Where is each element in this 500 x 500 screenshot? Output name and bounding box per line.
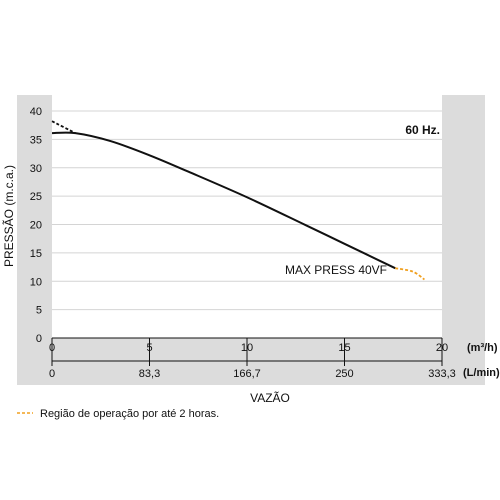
x-tick-label: 20 [436, 342, 448, 354]
frequency-label: 60 Hz. [405, 123, 440, 137]
x-tick-label: 5 [146, 342, 152, 354]
x-axis-ticks: 0 5 10 15 20 0 83,3 166,7 250 333,3 [49, 338, 456, 380]
y-tick-label: 5 [36, 305, 42, 317]
legend-text: Região de operação por até 2 horas. [40, 408, 219, 420]
y-tick-label: 35 [30, 134, 42, 146]
x-tick-label-secondary: 0 [49, 368, 55, 380]
pump-curve-line [51, 131, 396, 270]
series-label: MAX PRESS 40VF [285, 263, 387, 277]
y-tick-label: 0 [36, 333, 42, 345]
gridlines [52, 110, 442, 311]
y-tick-label: 20 [30, 220, 42, 232]
plot-area [52, 95, 442, 338]
x-axis-title: VAZÃO [250, 391, 290, 405]
x-tick-label: 15 [338, 342, 350, 354]
x-tick-label: 0 [49, 342, 55, 354]
y-axis-title: PRESSÃO (m.c.a.) [2, 165, 16, 267]
x-tick-label-secondary: 250 [335, 368, 353, 380]
y-tick-label: 25 [30, 191, 42, 203]
x-tick-label-secondary: 83,3 [139, 368, 160, 380]
x-tick-label: 10 [241, 342, 253, 354]
y-tick-label: 30 [30, 163, 42, 175]
x-unit-primary: (m³/h) [467, 342, 498, 354]
y-tick-label: 40 [30, 106, 42, 118]
y-axis-ticks: 0 5 10 15 20 25 30 35 40 [30, 106, 42, 345]
limited-operation-dotted-segment [395, 267, 425, 281]
startup-dotted-segment [51, 120, 76, 134]
y-tick-label: 10 [30, 276, 42, 288]
x-unit-secondary: (L/min) [463, 367, 500, 379]
series-layer [51, 120, 425, 281]
x-tick-label-secondary: 333,3 [428, 368, 456, 380]
y-tick-label: 15 [30, 248, 42, 260]
x-tick-label-secondary: 166,7 [233, 368, 261, 380]
